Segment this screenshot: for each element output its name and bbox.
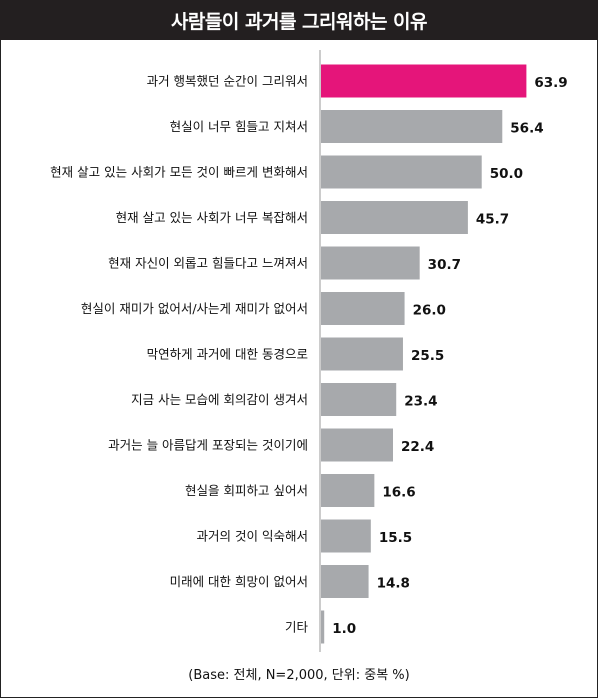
category-label: 현실이 재미가 없어서/사는게 재미가 없어서 bbox=[81, 301, 308, 316]
bar bbox=[321, 519, 371, 553]
category-label: 현재 살고 있는 사회가 모든 것이 빠르게 변화해서 bbox=[50, 165, 308, 180]
category-label: 현실이 너무 힘들고 지쳐서 bbox=[170, 119, 308, 134]
bar bbox=[321, 201, 468, 234]
category-label: 현재 살고 있는 사회가 너무 복잡해서 bbox=[116, 210, 308, 225]
bar-chart: 과거 행복했던 순간이 그리워서 63.9 현실이 너무 힘들고 지쳐서 56.4 현재… bbox=[50, 50, 568, 652]
value-label: 22.4 bbox=[401, 439, 434, 455]
value-label: 23.4 bbox=[404, 394, 437, 410]
bar bbox=[321, 565, 369, 598]
bar bbox=[321, 155, 482, 189]
bar bbox=[321, 474, 375, 507]
bar bbox=[321, 246, 420, 280]
bar bbox=[321, 428, 393, 462]
category-label: 과거의 것이 익숙해서 bbox=[197, 529, 308, 544]
category-label: 기타 bbox=[285, 620, 309, 635]
value-label: 14.8 bbox=[377, 576, 410, 592]
category-label: 과거 행복했던 순간이 그리워서 bbox=[147, 74, 308, 89]
category-label: 막연하게 과거에 대한 동경으로 bbox=[147, 347, 308, 362]
base-note: (Base: 전체, N=2,000, 단위: 중복 %) bbox=[188, 668, 410, 683]
bar bbox=[321, 337, 403, 371]
bar bbox=[321, 292, 405, 325]
category-label: 현재 자신이 외롭고 힘들다고 느껴져서 bbox=[108, 256, 308, 271]
value-label: 30.7 bbox=[428, 257, 461, 273]
value-label: 56.4 bbox=[510, 121, 543, 137]
value-label: 63.9 bbox=[534, 75, 567, 91]
bar bbox=[321, 110, 503, 143]
value-label: 1.0 bbox=[332, 621, 356, 637]
value-label: 45.7 bbox=[476, 212, 509, 228]
category-label: 과거는 늘 아름답게 포장되는 것이기에 bbox=[108, 438, 308, 453]
bar bbox=[321, 64, 527, 98]
value-label: 25.5 bbox=[411, 348, 444, 364]
title-bar: 사람들이 과거를 그리워하는 이유 bbox=[0, 0, 598, 40]
value-label: 26.0 bbox=[413, 303, 446, 319]
value-label: 15.5 bbox=[379, 530, 412, 546]
bar bbox=[321, 610, 325, 644]
value-label: 16.6 bbox=[382, 485, 415, 501]
category-label: 현실을 회피하고 싶어서 bbox=[185, 483, 308, 498]
category-label: 미래에 대한 희망이 없어서 bbox=[170, 574, 308, 589]
value-label: 50.0 bbox=[490, 166, 523, 182]
category-label: 지금 사는 모습에 회의감이 생겨서 bbox=[131, 392, 308, 407]
chart-title: 사람들이 과거를 그리워하는 이유 bbox=[170, 10, 428, 33]
bar bbox=[321, 383, 397, 416]
